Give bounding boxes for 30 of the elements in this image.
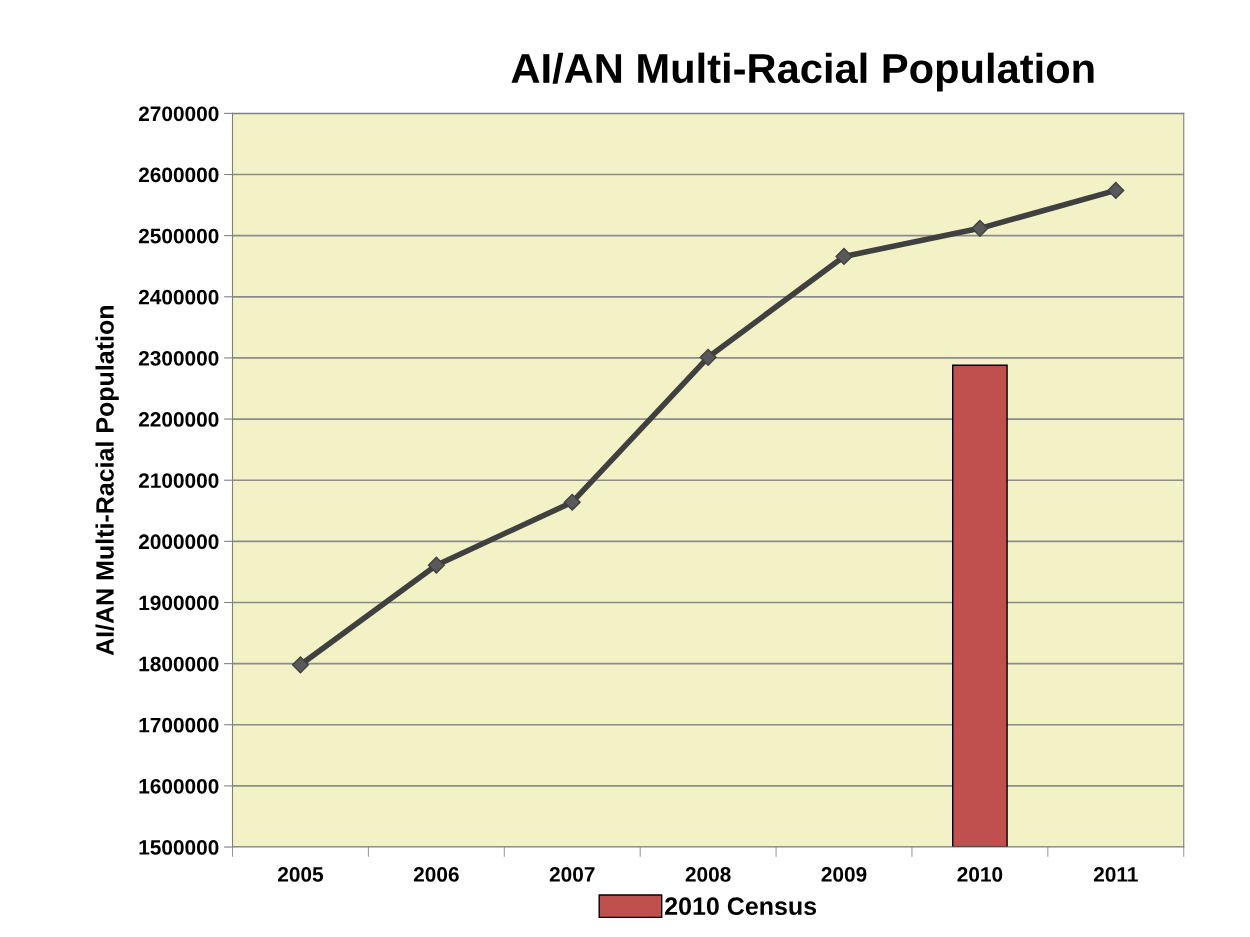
x-tick-label: 2011: [1093, 867, 1138, 882]
y-tick-label: 2400000: [138, 289, 219, 305]
x-tick-label: 2006: [413, 867, 459, 882]
point: [1107, 181, 1125, 199]
y-tick-label: 1500000: [139, 840, 219, 855]
y-tick-label: 1900000: [139, 595, 219, 611]
x-tick-label: 2010: [957, 867, 1003, 882]
point: [563, 493, 581, 511]
point: [427, 556, 445, 574]
y-axis-title: AI/AN Multi-Racial Population: [95, 306, 119, 656]
y-tick-label: 2600000: [138, 167, 219, 183]
y-tick-label: 2200000: [138, 412, 219, 427]
point: [835, 247, 853, 265]
x-tick-label: 2005: [278, 867, 324, 882]
x-tick-label: 2009: [821, 867, 867, 882]
y-tick-label: 2000000: [138, 534, 219, 550]
y-tick-label: 2300000: [138, 350, 219, 366]
legend-label: 2010 Census: [665, 897, 817, 916]
y-tick-label: 2700000: [138, 106, 219, 122]
point: [699, 348, 717, 366]
y-tick-label: 1700000: [139, 717, 219, 733]
y-tick-label: 1800000: [139, 656, 219, 672]
y-tick-label: 2500000: [138, 228, 219, 244]
x-tick-label: 2007: [549, 867, 595, 882]
chart-title: AI/AN Multi-Racial Population: [511, 52, 1094, 92]
y-tick-label: 1600000: [139, 778, 219, 794]
point: [971, 219, 989, 237]
y-tick-label: 2100000: [138, 473, 219, 488]
point: [291, 656, 309, 674]
x-tick-label: 2008: [685, 867, 731, 882]
